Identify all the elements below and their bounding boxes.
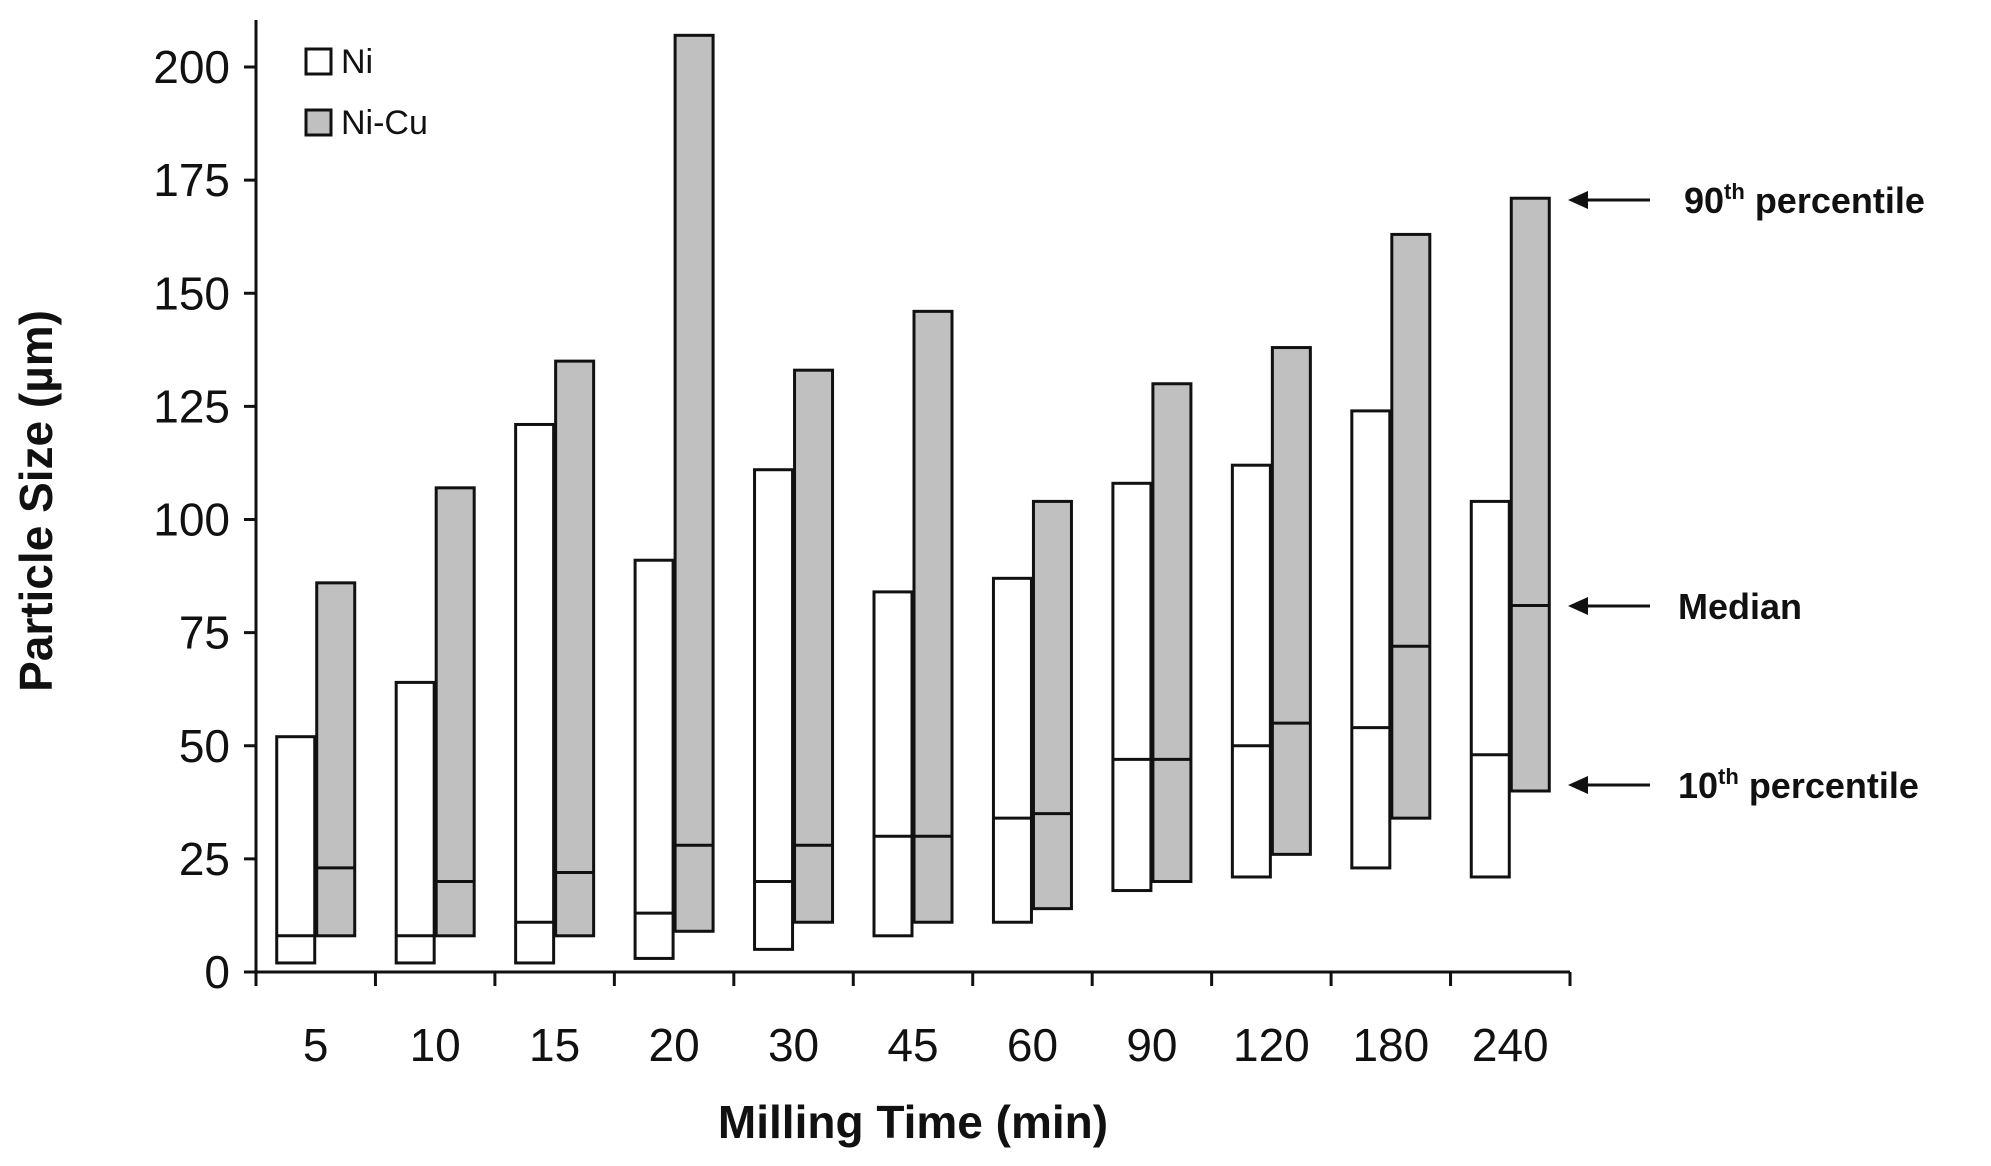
x-tick-label: 60 bbox=[1007, 1019, 1058, 1071]
y-tick-label: 0 bbox=[204, 946, 230, 998]
y-tick-label: 50 bbox=[179, 720, 230, 772]
bar-ni-cu-180min bbox=[1390, 232, 1432, 820]
y-tick-label: 150 bbox=[153, 267, 230, 319]
annotation-label-p10: 10th percentile bbox=[1678, 764, 1919, 806]
annotation-label-p90: 90th percentile bbox=[1684, 179, 1925, 221]
y-tick-label: 25 bbox=[179, 833, 230, 885]
bar-ni-cu-45min bbox=[912, 309, 954, 924]
x-axis-title: Milling Time (min) bbox=[718, 1096, 1108, 1148]
bar-ni-5min bbox=[275, 735, 317, 965]
bar-ni-90min bbox=[1111, 481, 1153, 893]
bar-ni-cu-120min bbox=[1270, 346, 1312, 856]
bar-ni-cu-20min bbox=[673, 33, 715, 933]
x-tick-label: 10 bbox=[410, 1019, 461, 1071]
bar-ni-cu-10min bbox=[434, 486, 476, 938]
legend-swatch-ni bbox=[304, 47, 333, 76]
y-tick-label: 125 bbox=[153, 380, 230, 432]
bar-ni-cu-90min bbox=[1151, 382, 1193, 883]
x-tick-label: 45 bbox=[887, 1019, 938, 1071]
annotation-arrowhead-p90 bbox=[1568, 191, 1588, 209]
bar-ni-cu-15min bbox=[554, 359, 596, 938]
bar-ni-30min bbox=[753, 468, 795, 951]
legend-swatch-ni-cu bbox=[304, 108, 333, 137]
bar-ni-cu-30min bbox=[793, 368, 835, 924]
y-axis-title: Particle Size (µm) bbox=[10, 310, 62, 692]
x-tick-label: 120 bbox=[1233, 1019, 1310, 1071]
annotations: 90th percentile Median 10th percentile bbox=[1568, 179, 1925, 806]
x-tick-label: 240 bbox=[1472, 1019, 1549, 1071]
y-tick-label: 200 bbox=[153, 41, 230, 93]
legend-label-ni: Ni bbox=[341, 43, 373, 81]
annotation-p10: 10th percentile bbox=[1568, 764, 1919, 806]
plot-area: 0 25 50 75 100 125 150 175 200 5 10 15 20 30 45 60 90 120… bbox=[153, 20, 1572, 1071]
x-tick-label: 20 bbox=[649, 1019, 700, 1071]
annotation-p90: 90th percentile bbox=[1568, 179, 1925, 221]
legend-label-ni-cu: Ni-Cu bbox=[341, 104, 428, 142]
legend: Ni Ni-Cu bbox=[304, 43, 428, 142]
bar-ni-10min bbox=[394, 680, 436, 965]
annotation-label-median: Median bbox=[1678, 586, 1802, 627]
y-tick-label: 175 bbox=[153, 154, 230, 206]
x-tick-label: 5 bbox=[303, 1019, 329, 1071]
y-tick-label: 100 bbox=[153, 494, 230, 546]
x-tick-label: 15 bbox=[529, 1019, 580, 1071]
bar-ni-45min bbox=[872, 590, 914, 938]
annotation-arrowhead-median bbox=[1568, 597, 1588, 615]
y-tick-label: 75 bbox=[179, 607, 230, 659]
x-tick-label: 90 bbox=[1126, 1019, 1177, 1071]
bar-ni-20min bbox=[633, 558, 675, 960]
bar-ni-cu-5min bbox=[315, 581, 357, 938]
x-tick-label: 30 bbox=[768, 1019, 819, 1071]
bar-ni-cu-240min bbox=[1509, 196, 1551, 793]
bar-ni-cu-60min bbox=[1031, 499, 1073, 911]
bar-ni-15min bbox=[514, 422, 556, 965]
bar-ni-60min bbox=[991, 576, 1033, 924]
annotation-arrowhead-p10 bbox=[1568, 776, 1588, 794]
bar-ni-180min bbox=[1350, 409, 1392, 870]
annotation-median: Median bbox=[1568, 586, 1802, 627]
x-tick-label: 180 bbox=[1352, 1019, 1429, 1071]
bar-ni-120min bbox=[1230, 463, 1272, 879]
bar-ni-240min bbox=[1469, 499, 1511, 879]
